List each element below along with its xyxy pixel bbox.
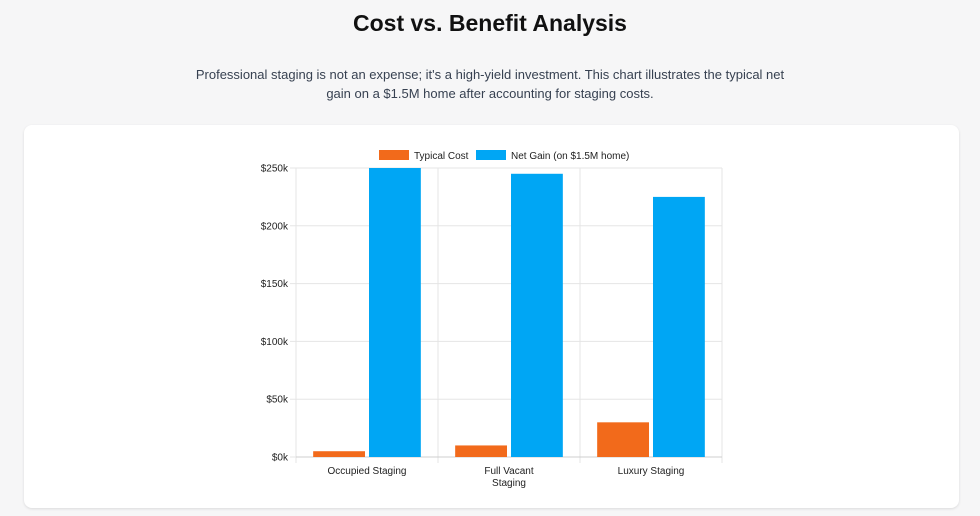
legend-swatch <box>476 150 506 160</box>
legend-label: Typical Cost <box>414 151 469 162</box>
y-tick-label: $50k <box>266 395 289 406</box>
y-tick-label: $250k <box>261 164 289 175</box>
y-tick-label: $0k <box>272 453 289 464</box>
x-tick-label: Full Vacant <box>484 466 534 477</box>
x-tick-label: Occupied Staging <box>328 466 407 477</box>
y-tick-label: $100k <box>261 337 289 348</box>
gain-bar <box>511 173 563 457</box>
cost-bar <box>597 422 649 457</box>
page-description: Professional staging is not an expense; … <box>195 67 785 101</box>
gain-bar <box>653 196 705 457</box>
cost-bar <box>313 451 365 457</box>
legend-label: Net Gain (on $1.5M home) <box>511 151 629 162</box>
bar-chart: $0k $50k $100k $150k $200k $250k Occupied Stag… <box>261 150 723 489</box>
y-tick-label: $150k <box>261 279 289 290</box>
gain-bar <box>369 168 421 457</box>
chart-card: $0k $50k $100k $150k $200k $250k Occupied Stag… <box>24 125 959 508</box>
cost-bar <box>455 445 507 457</box>
x-tick-label: Luxury Staging <box>618 466 685 477</box>
page-title: Cost vs. Benefit Analysis <box>353 10 627 36</box>
y-tick-label: $200k <box>261 221 289 232</box>
x-tick-label: Staging <box>492 478 526 489</box>
legend-swatch <box>379 150 409 160</box>
